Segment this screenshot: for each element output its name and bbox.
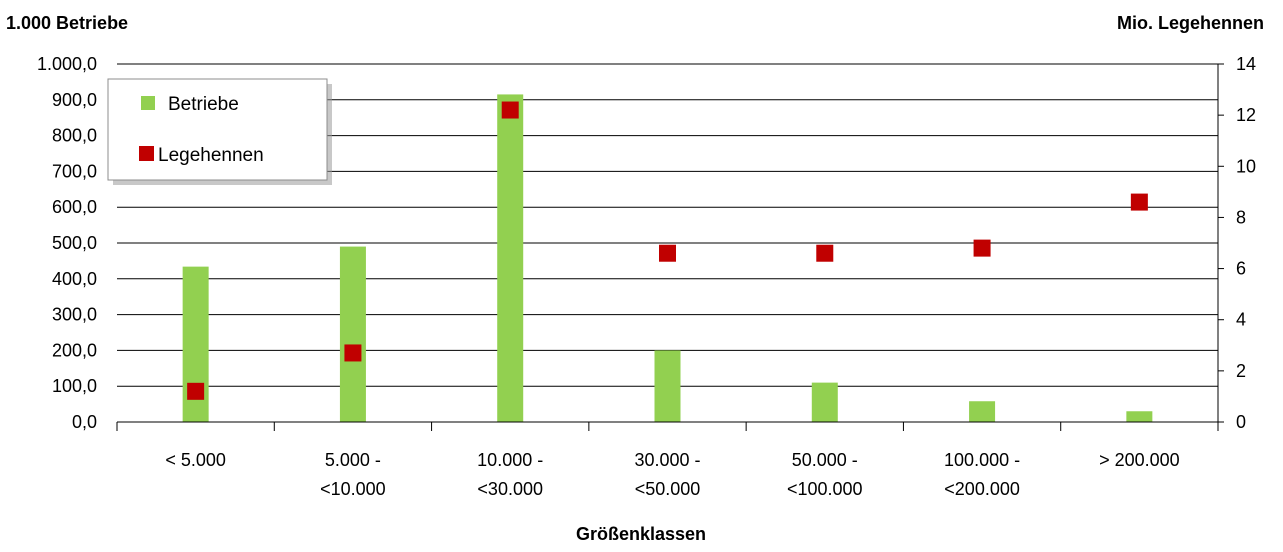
right-tick-label: 14 — [1236, 54, 1256, 74]
x-category-label: < 5.000 — [165, 450, 226, 470]
left-axis-ticks: 0,0 100,0 200,0 300,0 400,0 500,0 600,0 700,0 80… — [37, 54, 97, 432]
bar-betriebe — [969, 401, 996, 422]
left-tick-label: 700,0 — [52, 161, 97, 181]
right-tick-label: 0 — [1236, 412, 1246, 432]
legend-box — [107, 78, 328, 181]
left-tick-label: 800,0 — [52, 126, 97, 146]
right-tick-label: 4 — [1236, 310, 1246, 330]
left-axis-title: 1.000 Betriebe — [6, 13, 128, 33]
bar-betriebe — [497, 94, 524, 423]
right-axis-ticks: 0 2 4 6 8 10 12 14 — [1218, 54, 1256, 432]
left-tick-label: 500,0 — [52, 233, 97, 253]
bar-betriebe — [654, 350, 681, 422]
bar-series — [182, 94, 1153, 423]
legend: Betriebe Legehennen — [107, 78, 332, 185]
left-tick-label: 200,0 — [52, 340, 97, 360]
marker-legehennen — [973, 239, 991, 257]
x-category-label: 5.000 -<10.000 — [320, 450, 386, 499]
marker-legehennen — [659, 244, 676, 262]
left-tick-label: 400,0 — [52, 269, 97, 289]
left-tick-label: 600,0 — [52, 197, 97, 217]
right-tick-label: 2 — [1236, 361, 1246, 381]
bar-betriebe — [339, 246, 366, 422]
left-tick-label: 900,0 — [52, 90, 97, 110]
marker-legehennen — [501, 101, 519, 119]
x-category-label: 100.000 -<200.000 — [944, 450, 1020, 499]
left-tick-label: 0,0 — [72, 412, 97, 432]
x-category-label: 10.000 -<30.000 — [477, 450, 543, 499]
legend-swatch-betriebe — [141, 96, 155, 110]
right-tick-label: 6 — [1236, 259, 1246, 279]
bar-betriebe — [811, 382, 838, 422]
x-category-label: > 200.000 — [1099, 450, 1180, 470]
marker-legehennen — [1130, 193, 1148, 211]
x-category-label: 30.000 -<50.000 — [634, 450, 700, 499]
marker-legehennen — [187, 382, 205, 400]
legend-label-legehennen: Legehennen — [158, 145, 264, 166]
axes — [116, 64, 1219, 431]
x-axis-title: Größenklassen — [576, 524, 706, 544]
bar-betriebe — [1126, 411, 1153, 422]
right-tick-label: 10 — [1236, 156, 1256, 176]
right-tick-label: 12 — [1236, 105, 1256, 125]
right-tick-label: 8 — [1236, 207, 1246, 227]
left-tick-label: 100,0 — [52, 376, 97, 396]
legend-swatch-legehennen — [139, 146, 154, 161]
legend-label-betriebe: Betriebe — [168, 94, 239, 115]
marker-series — [187, 101, 1148, 400]
x-category-label: 50.000 -<100.000 — [787, 450, 863, 499]
left-tick-label: 1.000,0 — [37, 54, 97, 74]
marker-legehennen — [816, 244, 834, 262]
right-axis-title: Mio. Legehennen — [1117, 13, 1264, 33]
left-tick-label: 300,0 — [52, 305, 97, 325]
x-axis-categories: < 5.000 5.000 -<10.000 10.000 -<30.000 30.0… — [165, 450, 1179, 499]
marker-legehennen — [344, 344, 362, 362]
